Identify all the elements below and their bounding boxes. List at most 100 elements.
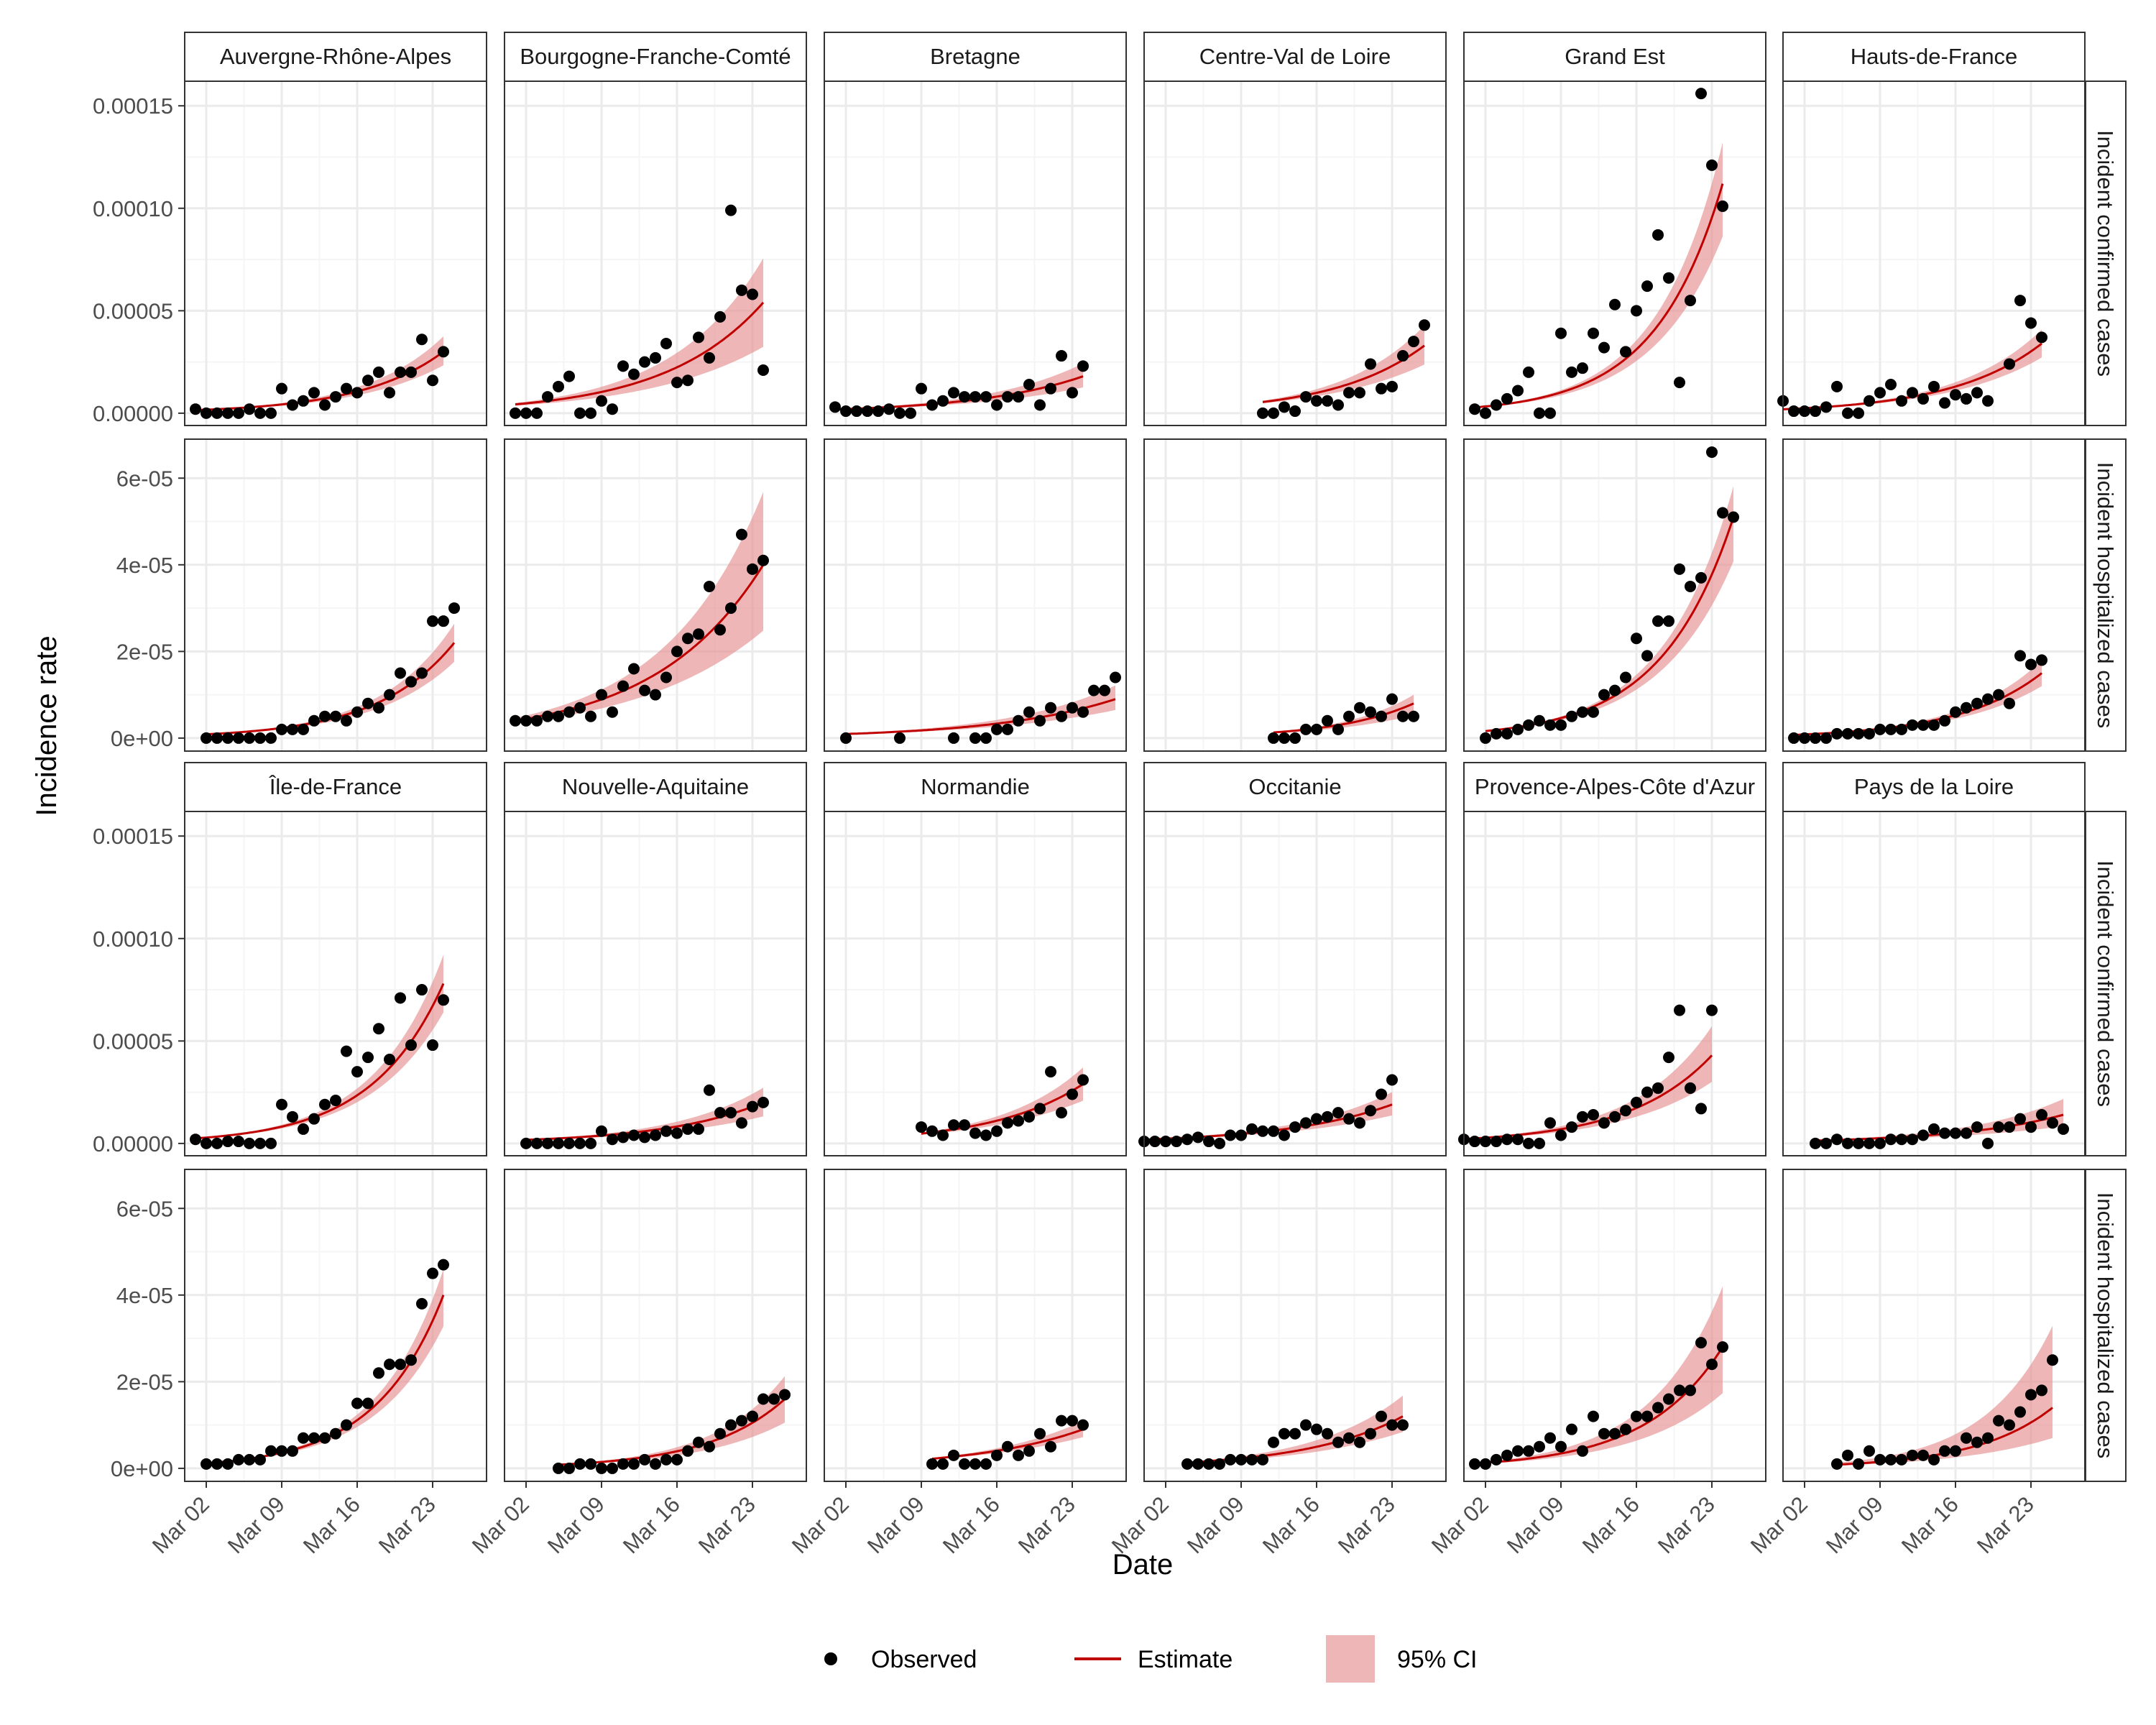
panel-border — [824, 811, 1127, 1156]
observed-point — [862, 405, 873, 418]
observed-point — [1013, 1115, 1024, 1127]
observed-point — [585, 710, 596, 722]
observed-point — [948, 1119, 959, 1131]
observed-point — [1728, 511, 1739, 523]
observed-point — [222, 1458, 234, 1470]
observed-point — [1874, 1137, 1886, 1149]
observed-point — [1056, 350, 1067, 362]
observed-point — [1939, 1127, 1950, 1139]
observed-point — [1480, 1458, 1491, 1470]
strip-box — [1782, 762, 2086, 812]
observed-point — [244, 732, 255, 744]
observed-point — [222, 407, 234, 419]
panel-background — [1464, 439, 1766, 751]
estimate-line — [1474, 1346, 1724, 1465]
observed-point — [704, 580, 715, 592]
observed-point — [1631, 1096, 1642, 1108]
observed-point — [1993, 1414, 2004, 1427]
observed-point — [574, 1458, 586, 1470]
observed-point — [1896, 395, 1907, 407]
observed-point — [1376, 1088, 1387, 1100]
observed-point — [1343, 1113, 1355, 1125]
observed-point — [607, 1462, 618, 1474]
observed-point — [1268, 1125, 1279, 1137]
observed-point — [1311, 1113, 1322, 1125]
observed-point — [1544, 407, 1556, 419]
observed-point — [1577, 1110, 1588, 1123]
observed-point — [1874, 1453, 1886, 1466]
panel-background — [824, 811, 1126, 1156]
observed-point — [1045, 1440, 1056, 1453]
observed-point — [1354, 1117, 1365, 1129]
observed-point — [1268, 732, 1279, 744]
observed-point — [1609, 298, 1621, 310]
observed-point — [211, 732, 223, 744]
observed-point — [1376, 710, 1387, 722]
strip-label: Pays de la Loire — [1854, 774, 2014, 799]
observed-point — [596, 1125, 607, 1137]
observed-point — [1831, 1133, 1843, 1146]
observed-point — [1577, 1445, 1588, 1457]
observed-point — [1874, 723, 1886, 735]
observed-point — [1695, 88, 1707, 100]
observed-point — [1717, 1341, 1728, 1353]
observed-point — [405, 1039, 417, 1052]
observed-point — [2025, 317, 2037, 329]
observed-point — [1056, 710, 1067, 722]
observed-point — [1386, 693, 1398, 705]
observed-point — [190, 403, 201, 415]
observed-point — [1523, 1137, 1534, 1149]
observed-point — [1842, 1449, 1853, 1461]
observed-point — [308, 1432, 320, 1444]
ci-band — [515, 258, 763, 406]
observed-point — [747, 563, 758, 575]
observed-point — [1376, 382, 1387, 395]
observed-point — [1950, 389, 1961, 401]
observed-point — [736, 528, 747, 540]
observed-point — [1717, 507, 1728, 519]
observed-point — [607, 403, 618, 415]
observed-point — [959, 1458, 970, 1470]
observed-point — [233, 1136, 244, 1148]
observed-point — [308, 714, 320, 727]
observed-point — [254, 1453, 266, 1466]
observed-point — [1034, 1427, 1046, 1440]
observed-point — [628, 368, 640, 380]
observed-point — [1928, 1453, 1940, 1466]
observed-point — [991, 723, 1003, 735]
observed-point — [1322, 1427, 1333, 1440]
observed-point — [1088, 684, 1100, 696]
observed-point — [1002, 391, 1013, 403]
observed-point — [1523, 366, 1534, 378]
observed-point — [1842, 407, 1853, 419]
y-tick-label: 4e-05 — [116, 1283, 173, 1308]
observed-point — [2036, 1108, 2047, 1121]
observed-point — [1203, 1136, 1215, 1148]
row-strip-label: Incident confirmed cases — [2093, 860, 2118, 1107]
ci-band — [1783, 329, 2042, 410]
ci-band — [1187, 1395, 1403, 1463]
observed-point — [190, 1133, 201, 1146]
panel-border — [184, 811, 487, 1156]
observed-point — [1354, 1436, 1365, 1448]
y-tick-label: 2e-05 — [116, 1369, 173, 1394]
y-tick-label: 0.00010 — [93, 196, 173, 221]
observed-point — [585, 1137, 596, 1149]
observed-point — [1110, 671, 1121, 684]
observed-point — [2036, 1384, 2047, 1397]
panel-border — [1143, 811, 1447, 1156]
observed-point — [1002, 723, 1013, 735]
observed-point — [1820, 1137, 1832, 1149]
observed-point — [1961, 702, 1972, 714]
observed-point — [416, 1297, 428, 1310]
observed-point — [1311, 1423, 1322, 1435]
x-tick-label: Mar 23 — [1653, 1491, 1720, 1558]
observed-point — [373, 1023, 384, 1035]
ci-band — [1837, 1325, 2053, 1466]
observed-point — [1289, 1427, 1301, 1440]
observed-point — [520, 714, 532, 727]
x-tick-label: Mar 16 — [1577, 1491, 1644, 1558]
panel-background — [185, 81, 487, 426]
observed-point — [980, 1129, 992, 1141]
observed-point — [1663, 615, 1674, 627]
